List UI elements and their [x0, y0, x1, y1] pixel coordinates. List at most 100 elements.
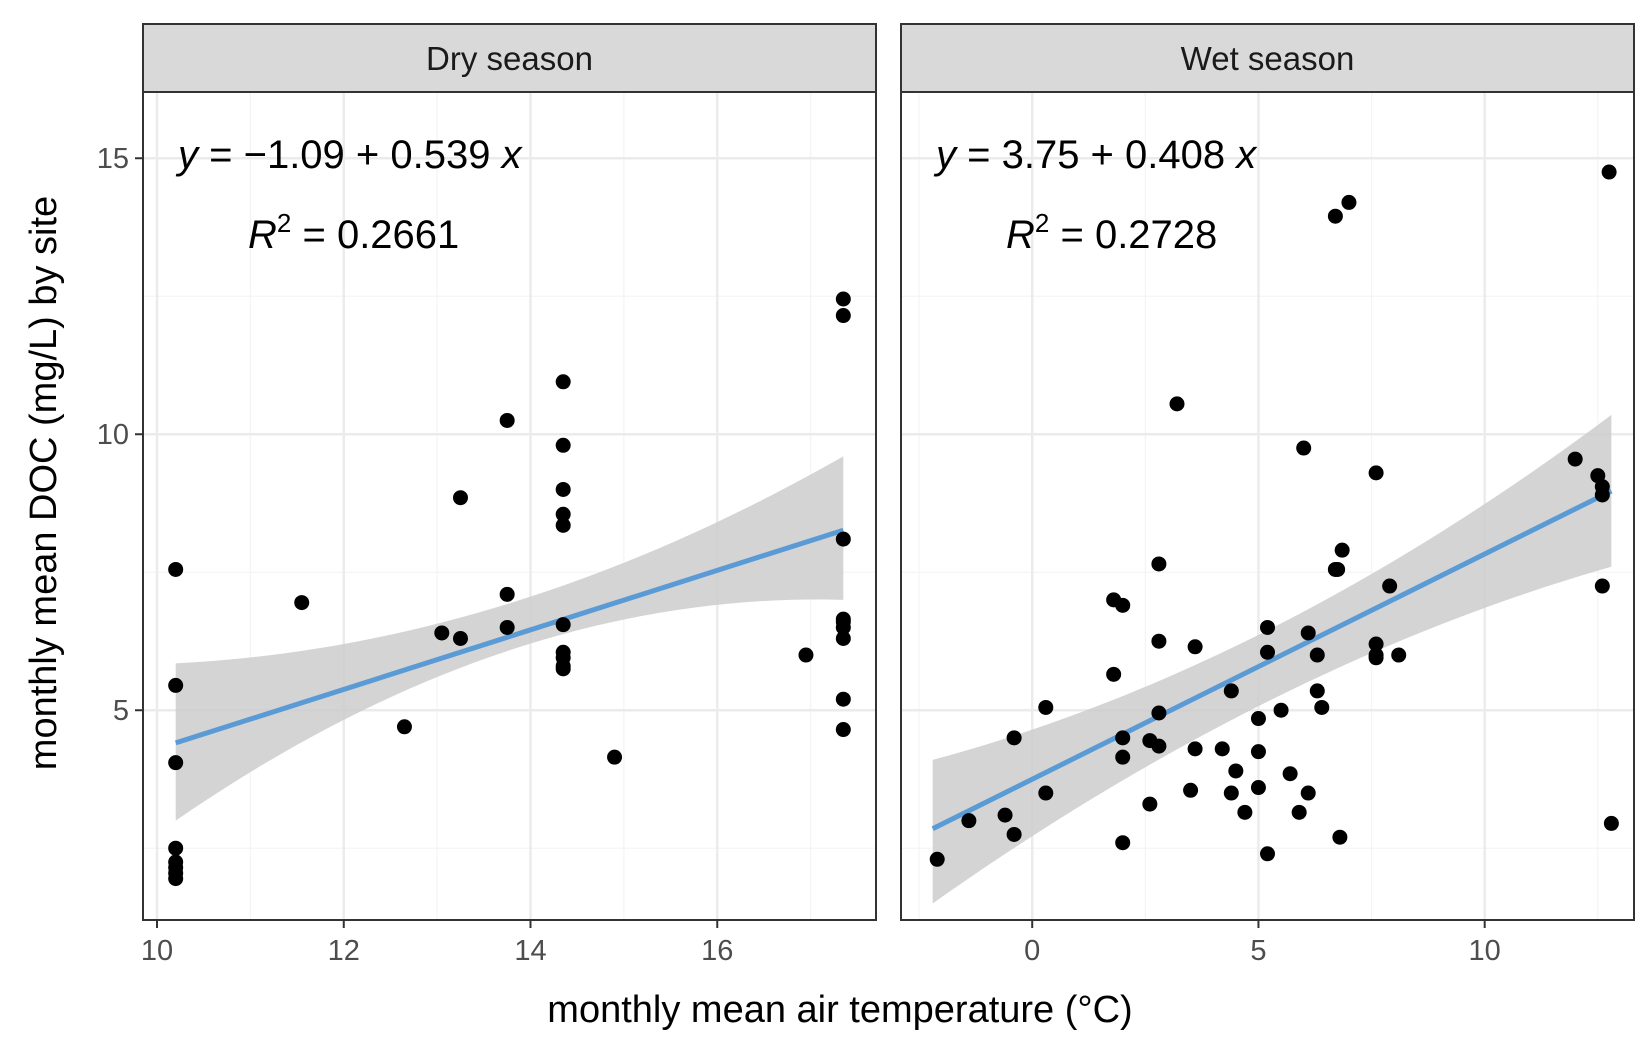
- data-point: [1151, 738, 1167, 754]
- r2-symbol-wet: R: [1006, 213, 1035, 257]
- data-point: [1603, 815, 1619, 831]
- eq-x-symbol-wet: x: [1234, 133, 1258, 177]
- data-point: [1368, 636, 1384, 652]
- strip-dry-season: [142, 23, 877, 93]
- fit-line-dry: [174, 527, 845, 746]
- data-point: [168, 677, 184, 693]
- data-point: [1391, 647, 1407, 663]
- eq-body-wet: = 3.75 + 0.408: [956, 133, 1236, 177]
- strip-label-wet-season: Wet season: [1181, 40, 1355, 77]
- data-point: [452, 630, 468, 646]
- data-point: [1594, 487, 1610, 503]
- regression-equation-dry: y = −1.09 + 0.539 x: [175, 133, 524, 177]
- data-point: [1115, 749, 1131, 765]
- data-point: [1187, 741, 1203, 757]
- data-point: [555, 374, 571, 390]
- data-point: [1142, 796, 1158, 812]
- data-point: [1115, 597, 1131, 613]
- data-point: [1314, 699, 1330, 715]
- y-tick-label: 10: [97, 419, 129, 451]
- x-tick-label: 14: [514, 935, 546, 967]
- data-point: [1567, 451, 1583, 467]
- data-point: [1228, 763, 1244, 779]
- data-point: [555, 661, 571, 677]
- points-wet-season: [929, 164, 1619, 867]
- data-point: [1291, 804, 1307, 820]
- data-point: [499, 412, 515, 428]
- data-point: [1282, 766, 1298, 782]
- data-point: [1183, 782, 1199, 798]
- y-ticks: 5 10 15: [97, 143, 143, 727]
- strip-wet-season: [900, 23, 1635, 93]
- data-point: [294, 595, 310, 611]
- fit-line-layer-wet: [931, 488, 1613, 832]
- data-point: [1223, 785, 1239, 801]
- x-ticks-wet-season: 0 5 10: [1024, 920, 1501, 967]
- data-point: [1006, 730, 1022, 746]
- data-point: [168, 840, 184, 856]
- r2-symbol-dry: R: [248, 213, 277, 257]
- data-point: [1382, 578, 1398, 594]
- data-point: [1300, 785, 1316, 801]
- data-point: [1214, 741, 1230, 757]
- y-axis-title: monthly mean DOC (mg/L) by site: [23, 196, 65, 770]
- data-point: [1038, 699, 1054, 715]
- facet-wet-season: Wet season y = 3.75 + 0.408 x R2 = 0.272…: [900, 23, 1635, 967]
- x-tick-label: 10: [1469, 935, 1501, 967]
- y-tick-label: 15: [97, 143, 129, 175]
- x-tick-label: 5: [1250, 935, 1266, 967]
- data-point: [1296, 440, 1312, 456]
- data-point: [835, 630, 851, 646]
- data-point: [1115, 835, 1131, 851]
- x-ticks-dry-season: 10 12 14 16: [141, 920, 733, 967]
- data-point: [1273, 702, 1289, 718]
- x-tick-label: 0: [1024, 935, 1040, 967]
- data-point: [555, 517, 571, 533]
- eq-y-symbol-wet: y: [933, 133, 959, 177]
- data-point: [1330, 561, 1346, 577]
- data-point: [499, 586, 515, 602]
- data-point: [1151, 705, 1167, 721]
- data-point: [1368, 650, 1384, 666]
- data-point: [997, 807, 1013, 823]
- data-point: [835, 619, 851, 635]
- eq-y-symbol-dry: y: [175, 133, 201, 177]
- r2-superscript-wet: 2: [1035, 208, 1049, 238]
- data-point: [1250, 780, 1266, 796]
- data-point: [835, 531, 851, 547]
- fit-line-layer-dry: [174, 527, 845, 746]
- data-point: [607, 749, 623, 765]
- data-point: [1115, 730, 1131, 746]
- r2-value-dry: = 0.2661: [291, 213, 459, 257]
- data-point: [555, 437, 571, 453]
- data-point: [1341, 194, 1357, 210]
- data-point: [1334, 542, 1350, 558]
- data-point: [1006, 826, 1022, 842]
- data-point: [1223, 683, 1239, 699]
- data-point: [499, 619, 515, 635]
- r2-superscript-dry: 2: [277, 208, 291, 238]
- data-point: [1327, 208, 1343, 224]
- fit-line-wet: [931, 488, 1613, 832]
- data-point: [555, 617, 571, 633]
- data-point: [835, 722, 851, 738]
- x-tick-label: 16: [701, 935, 733, 967]
- data-point: [555, 481, 571, 497]
- data-point: [434, 625, 450, 641]
- r-squared-wet: R2 = 0.2728: [1006, 208, 1217, 257]
- data-point: [168, 755, 184, 771]
- data-point: [1332, 829, 1348, 845]
- data-point: [396, 719, 412, 735]
- data-point: [168, 871, 184, 887]
- data-point: [1151, 556, 1167, 572]
- data-point: [1260, 619, 1275, 635]
- r2-value-wet: = 0.2728: [1049, 213, 1217, 257]
- y-tick-label: 5: [113, 695, 129, 727]
- x-tick-label: 10: [141, 935, 173, 967]
- data-point: [555, 506, 571, 522]
- x-axis-title: monthly mean air temperature (°C): [547, 989, 1132, 1031]
- strip-label-dry-season: Dry season: [426, 40, 593, 77]
- regression-equation-wet: y = 3.75 + 0.408 x: [933, 133, 1258, 177]
- data-point: [1601, 164, 1617, 180]
